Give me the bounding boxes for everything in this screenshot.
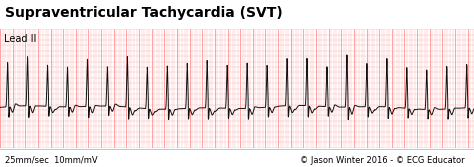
Text: 25mm/sec  10mm/mV: 25mm/sec 10mm/mV (5, 156, 97, 165)
Text: © Jason Winter 2016 - © ECG Educator: © Jason Winter 2016 - © ECG Educator (300, 156, 465, 165)
Text: Lead II: Lead II (4, 34, 36, 44)
Text: Supraventricular Tachycardia (SVT): Supraventricular Tachycardia (SVT) (5, 6, 283, 20)
